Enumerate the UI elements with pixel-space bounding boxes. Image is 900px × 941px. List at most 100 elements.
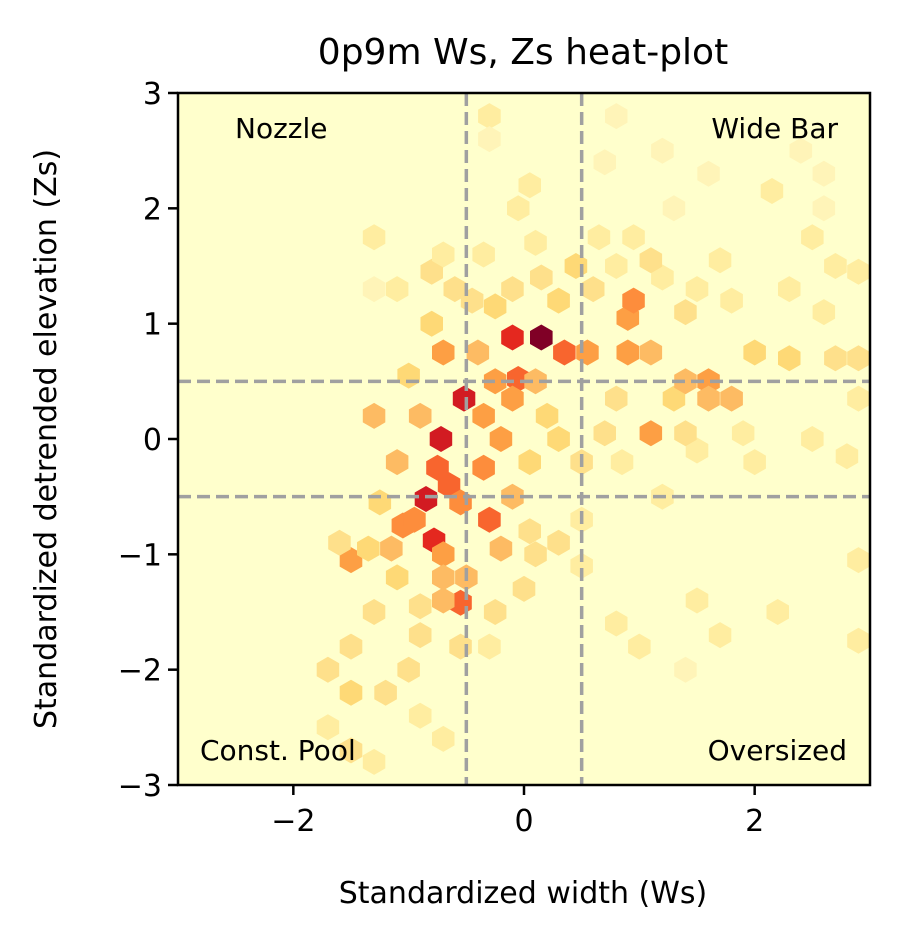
hexbin-cell <box>743 339 766 366</box>
x-axis: −2 0 2 <box>271 785 764 839</box>
hexbin-cell <box>622 224 645 251</box>
hexbin-cell <box>483 293 507 320</box>
hexbin-cell <box>408 702 432 729</box>
hexbin-cell <box>408 402 432 429</box>
hexbin-cell <box>674 299 697 326</box>
hexbin-cell <box>685 587 709 614</box>
hexbin-cell <box>789 137 813 164</box>
y-tick-label: 3 <box>143 77 162 112</box>
hexbin-cell <box>362 402 386 429</box>
hexbin-cell <box>581 276 605 303</box>
hexbin-cell <box>420 258 443 285</box>
hexbin-cell <box>357 535 380 562</box>
hexbin-cell <box>518 449 541 476</box>
quadrant-label-oversized: Oversized <box>708 734 847 767</box>
hexbin-cell <box>605 610 628 637</box>
hexbin-cell <box>639 247 663 274</box>
hexbin-cell <box>507 195 530 222</box>
hexbin-cell <box>452 385 476 412</box>
y-tick-label: −3 <box>118 769 162 804</box>
hexbin-cell <box>432 241 455 268</box>
hexbin-cell <box>524 541 547 568</box>
quadrant-label-wide-bar: Wide Bar <box>711 112 838 145</box>
hexbin-cell <box>518 518 541 545</box>
hexbin-cell <box>408 622 432 649</box>
hexbin-cell <box>432 541 455 568</box>
hexbin-cell <box>426 454 449 481</box>
hexbin-cell <box>530 324 553 351</box>
hexbin-cell <box>824 345 847 372</box>
quadrant-label-const-pool: Const. Pool <box>200 734 356 767</box>
hexbin-cell <box>472 402 495 429</box>
hexbin-cell <box>501 324 524 351</box>
hexbin-cell <box>731 420 755 447</box>
hexbin-cell <box>420 310 443 337</box>
hexbin-cell <box>385 449 409 476</box>
hexbin-cell <box>605 385 628 412</box>
hexbin-cell <box>478 633 501 660</box>
hexbin-cell <box>651 264 674 291</box>
hexbin-cell <box>835 443 859 470</box>
hexbin-cell <box>697 368 720 395</box>
hexbin-cell <box>547 529 570 556</box>
hexbin-cell <box>605 253 628 279</box>
hexbin-cell <box>605 103 628 130</box>
hexbin-cell <box>414 486 438 512</box>
hexbin-cell <box>524 368 547 395</box>
hexbin-cell <box>443 276 467 303</box>
hexbin-cell <box>720 385 743 412</box>
hexbin-cell <box>697 385 720 412</box>
hexbin-cell <box>432 587 455 614</box>
x-tick-label: −2 <box>271 804 315 839</box>
hexbin-cell <box>685 437 709 464</box>
hexbin-cell <box>339 679 363 706</box>
x-tick-label: 0 <box>514 804 533 839</box>
hexbin-cell <box>501 385 524 412</box>
quadrant-labels: Nozzle Wide Bar Const. Pool Oversized <box>200 112 847 767</box>
hexbin-cell <box>662 385 686 412</box>
hexbin-cell <box>339 737 363 764</box>
hexbin-cell <box>587 224 611 251</box>
hexbin-cell <box>743 449 766 476</box>
hexbin-cell <box>374 679 397 706</box>
hexbin-cell <box>483 368 507 395</box>
hexbin-cell <box>639 339 663 366</box>
hexbin-cell <box>432 564 455 591</box>
y-tick-label: 1 <box>143 308 162 343</box>
hexbin-cell <box>628 633 651 660</box>
hexbin-cell <box>385 276 409 303</box>
x-tick-label: 2 <box>745 804 764 839</box>
hexbin-cell <box>674 420 697 447</box>
y-axis-label: Standardized detrended elevation (Zs) <box>29 149 64 729</box>
hexbin-cell <box>685 276 709 303</box>
hexbin-cell <box>489 535 513 562</box>
hexbin-cell <box>847 627 870 654</box>
hexbin-cell <box>524 229 547 256</box>
hexbin-cell <box>766 599 789 625</box>
hexbin-cell <box>385 564 409 591</box>
hexbin-cell <box>674 368 697 395</box>
hexbin-cell <box>432 725 455 752</box>
quadrant-label-nozzle: Nozzle <box>235 112 327 145</box>
hexbin-cell <box>339 633 363 660</box>
hexbin-cell <box>662 195 686 222</box>
hexbin-cell <box>547 287 570 314</box>
hexbin-cell <box>622 287 645 314</box>
hexbin-cell <box>651 137 674 164</box>
hexbin-cell <box>824 253 847 279</box>
y-tick-label: −2 <box>118 654 162 689</box>
hexbin-cell <box>530 264 553 291</box>
hexbin-cell <box>489 426 513 452</box>
hexbin-cell <box>801 224 824 251</box>
hexbin-cell <box>512 575 536 602</box>
hexbin-cell <box>616 339 640 366</box>
hexbin-cell <box>812 299 836 326</box>
y-tick-label: 2 <box>143 192 162 227</box>
hexbin-cells <box>316 103 870 775</box>
hexbin-cell <box>408 593 432 620</box>
hexbin-cell <box>708 247 732 274</box>
hexbin-cell <box>472 454 495 481</box>
hexbin-cell <box>553 339 576 366</box>
hexbin-cell <box>639 420 663 447</box>
